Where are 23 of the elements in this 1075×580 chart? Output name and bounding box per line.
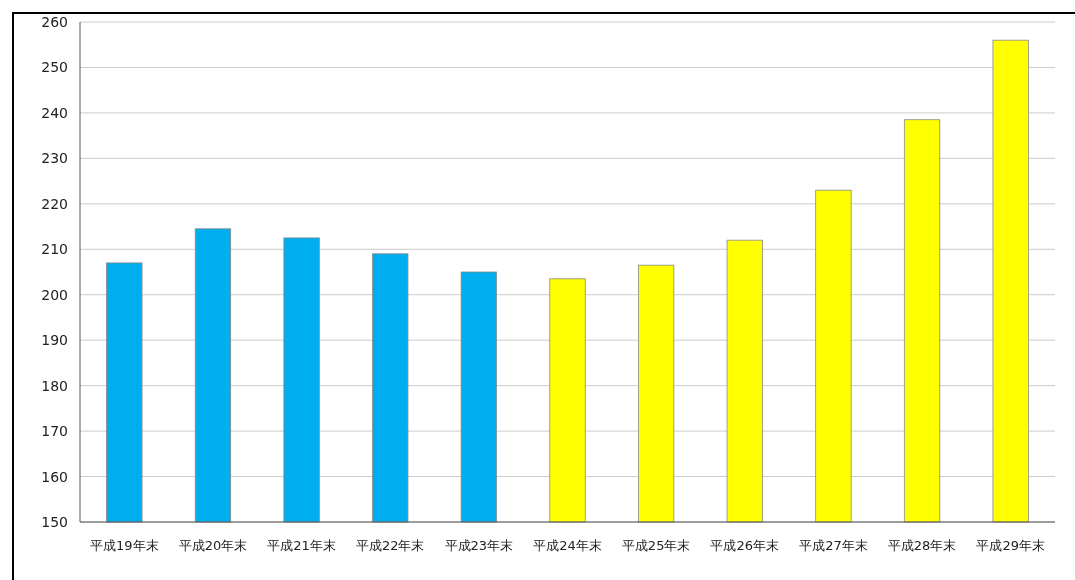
y-tick-label: 210	[41, 241, 68, 258]
y-tick-label: 260	[41, 14, 68, 30]
x-tick-label: 平成29年末	[976, 538, 1045, 553]
x-tick-label: 平成22年末	[355, 538, 425, 553]
x-tick-label: 平成28年末	[887, 538, 957, 553]
y-tick-label: 240	[41, 104, 68, 121]
x-tick-label: 平成27年末	[799, 538, 868, 553]
y-tick-label: 180	[41, 377, 68, 394]
x-tick-label: 平成23年末	[444, 538, 514, 553]
x-tick-label: 平成26年末	[710, 538, 780, 553]
x-tick-label: 平成24年末	[533, 538, 602, 553]
x-tick-label: 平成19年末	[90, 538, 159, 553]
x-tick-label: 平成21年末	[267, 538, 336, 553]
y-tick-label: 170	[41, 423, 68, 440]
y-tick-label: 160	[41, 468, 68, 485]
y-tick-label: 230	[41, 150, 68, 167]
y-tick-label: 200	[41, 286, 68, 303]
y-tick-label: 190	[41, 332, 68, 349]
y-tick-label: 150	[41, 514, 68, 530]
y-tick-label: 220	[41, 195, 68, 212]
x-tick-label: 平成25年末	[621, 538, 691, 553]
x-tick-label: 平成20年末	[178, 538, 248, 553]
y-tick-label: 250	[41, 59, 68, 76]
